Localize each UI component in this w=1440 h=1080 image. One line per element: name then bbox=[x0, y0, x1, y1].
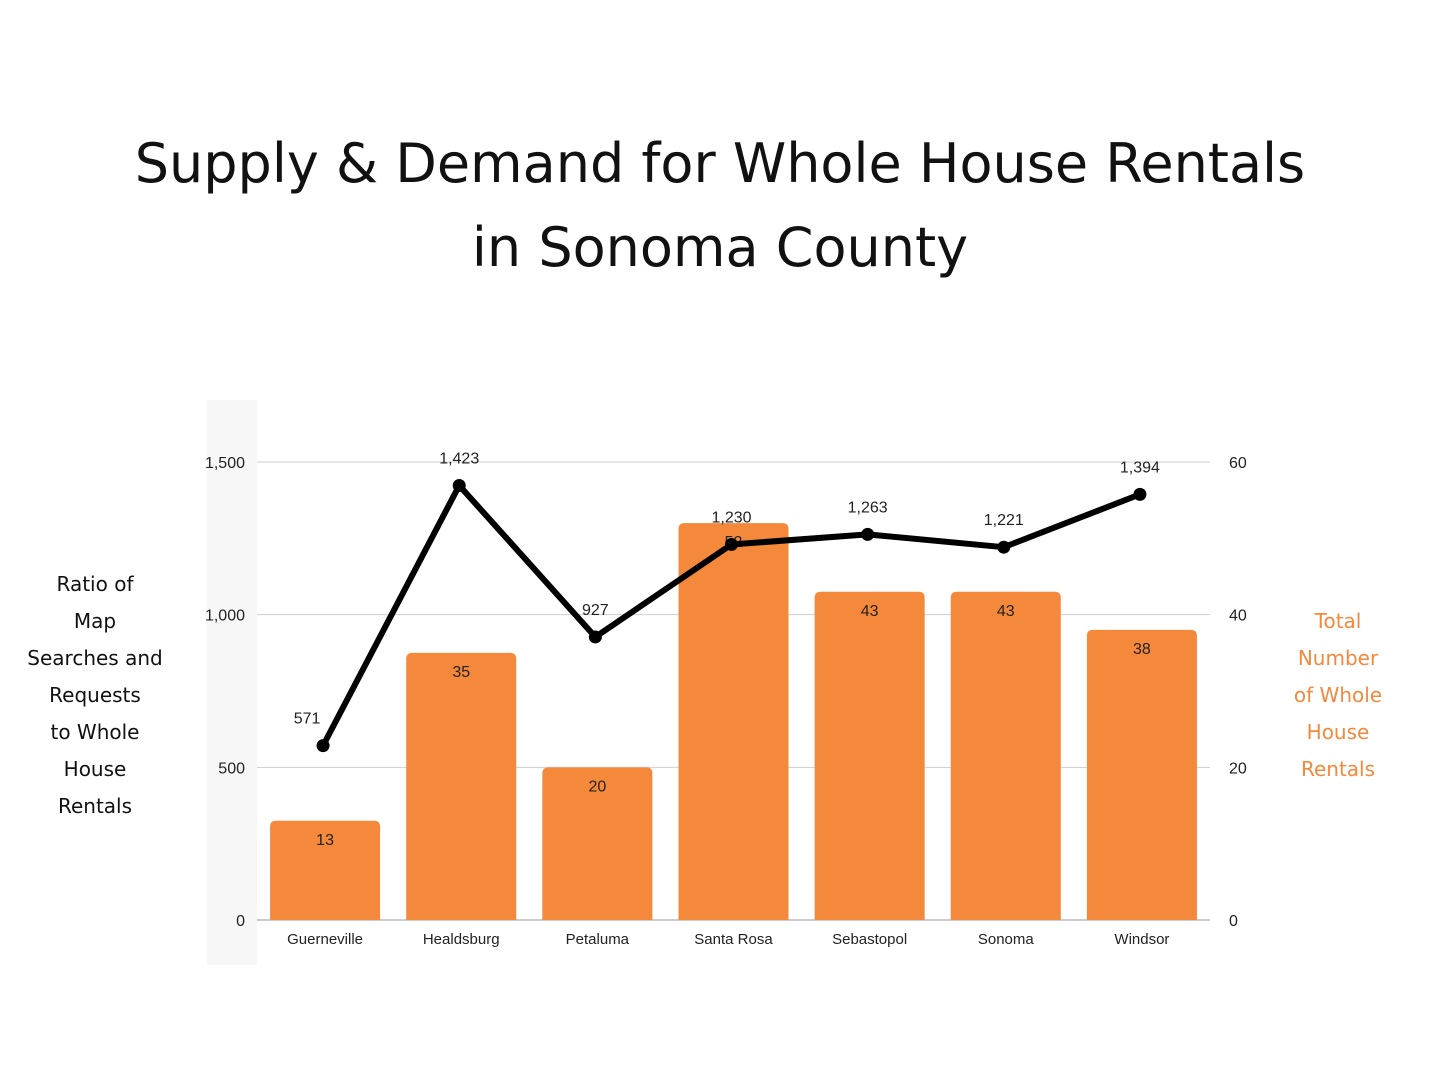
left-axis-label: Ratio of Map Searches and Requests to Wh… bbox=[20, 566, 170, 825]
right-axis-ticks: 0 20 40 60 bbox=[1229, 455, 1247, 930]
bar-data-label: 43 bbox=[861, 603, 879, 620]
line-data-label: 1,263 bbox=[848, 499, 888, 516]
category-label: Santa Rosa bbox=[694, 931, 773, 948]
line-data-label: 1,221 bbox=[984, 512, 1024, 529]
bar bbox=[814, 591, 925, 920]
category-label: Sonoma bbox=[978, 931, 1035, 948]
bar bbox=[1086, 629, 1197, 920]
right-axis-label-line: Total bbox=[1314, 609, 1362, 633]
chart-title-line-2: in Sonoma County bbox=[471, 216, 969, 279]
right-axis-label: Total Number of Whole House Rentals bbox=[1278, 603, 1398, 788]
left-axis-label-line: House bbox=[63, 757, 127, 781]
left-axis-tick-label: 500 bbox=[218, 760, 245, 777]
bar bbox=[950, 591, 1061, 920]
bar-data-label: 35 bbox=[452, 664, 470, 681]
right-axis-label-line: House bbox=[1306, 720, 1370, 744]
line-point bbox=[1133, 487, 1147, 501]
right-axis-tick-label: 20 bbox=[1229, 760, 1247, 777]
left-axis-label-line: Map bbox=[73, 609, 117, 633]
right-axis-tick-label: 60 bbox=[1229, 455, 1247, 472]
line-point bbox=[861, 527, 875, 541]
bar bbox=[406, 652, 517, 920]
line-point bbox=[588, 630, 602, 644]
line-data-label: 571 bbox=[294, 711, 321, 728]
line-series bbox=[316, 479, 1147, 753]
left-axis-label-line: Ratio of bbox=[56, 572, 134, 596]
bar-data-label: 13 bbox=[316, 832, 334, 849]
right-axis-label-line: Number bbox=[1297, 646, 1379, 670]
left-axis-label-line: Requests bbox=[49, 683, 141, 707]
left-axis-panel bbox=[207, 400, 257, 965]
bar-data-label: 38 bbox=[1133, 641, 1151, 658]
category-label: Sebastopol bbox=[832, 931, 907, 948]
left-axis-ticks: 0 500 1,000 1,500 bbox=[205, 455, 245, 930]
bar bbox=[678, 523, 789, 920]
category-label: Guerneville bbox=[287, 931, 363, 948]
bar-data-label: 20 bbox=[588, 778, 606, 795]
category-label: Windsor bbox=[1114, 931, 1169, 948]
line-point bbox=[725, 537, 738, 551]
category-label: Healdsburg bbox=[423, 931, 500, 948]
chart-title: Supply & Demand for Whole House Rentals … bbox=[0, 122, 1440, 290]
left-axis-label-line: to Whole bbox=[50, 720, 140, 744]
line-data-labels: 571 1,423 927 1,230 1,263 1,221 1,394 bbox=[294, 451, 1160, 728]
bar-series bbox=[270, 523, 1197, 920]
line-data-label: 927 bbox=[582, 602, 609, 619]
left-axis-tick-label: 1,500 bbox=[205, 455, 245, 472]
bar-data-label: 43 bbox=[997, 603, 1015, 620]
left-axis-label-line: Searches and bbox=[27, 646, 163, 670]
left-axis-label-line: Rentals bbox=[57, 794, 133, 818]
line-point bbox=[316, 739, 330, 753]
category-axis: Guerneville Healdsburg Petaluma Santa Rosa S… bbox=[287, 931, 1169, 948]
line-data-label: 1,394 bbox=[1120, 459, 1160, 476]
line-point bbox=[452, 479, 466, 493]
bar bbox=[542, 767, 653, 920]
right-axis-label-line: Rentals bbox=[1300, 757, 1376, 781]
right-axis-label-line: of Whole bbox=[1293, 683, 1383, 707]
category-label: Petaluma bbox=[566, 931, 630, 948]
line-point bbox=[997, 540, 1011, 554]
right-axis-tick-label: 0 bbox=[1229, 913, 1238, 930]
left-axis-tick-label: 1,000 bbox=[205, 608, 245, 625]
left-axis-tick-label: 0 bbox=[236, 913, 245, 930]
line-data-label: 1,230 bbox=[711, 509, 751, 526]
line-data-label: 1,423 bbox=[439, 451, 479, 468]
right-axis-tick-label: 40 bbox=[1229, 608, 1247, 625]
chart-title-line-1: Supply & Demand for Whole House Rentals bbox=[134, 132, 1306, 195]
bar bbox=[270, 820, 381, 920]
